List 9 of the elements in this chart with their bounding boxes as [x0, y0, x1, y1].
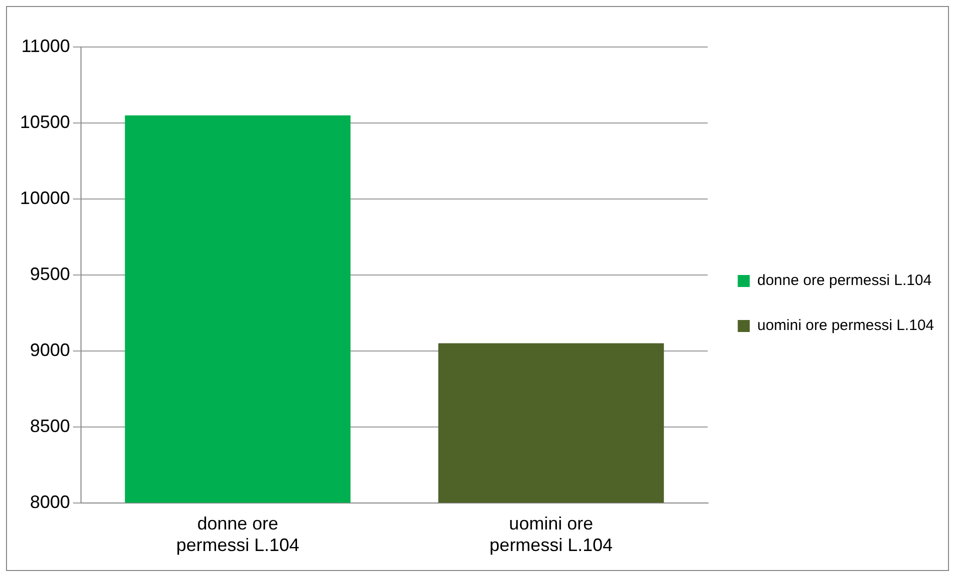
y-tick-label: 10000 [20, 188, 70, 208]
y-tick-label: 10500 [20, 112, 70, 132]
legend-label: donne ore permessi L.104 [757, 272, 932, 290]
y-tick-label: 9500 [30, 264, 70, 284]
y-tick-label: 8000 [30, 492, 70, 512]
y-tick-label: 11000 [21, 36, 70, 56]
y-tick-label: 9000 [30, 340, 70, 360]
legend-label: uomini ore permessi L.104 [757, 317, 934, 334]
y-tick-label: 8500 [30, 416, 70, 436]
